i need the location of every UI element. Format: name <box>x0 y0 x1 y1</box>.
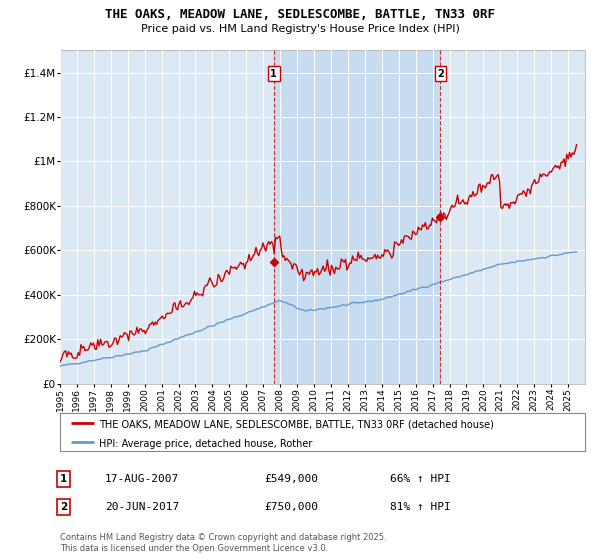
Text: £750,000: £750,000 <box>264 502 318 512</box>
Text: £549,000: £549,000 <box>264 474 318 484</box>
Text: 2: 2 <box>60 502 67 512</box>
Text: HPI: Average price, detached house, Rother: HPI: Average price, detached house, Roth… <box>100 439 313 449</box>
Text: 66% ↑ HPI: 66% ↑ HPI <box>390 474 451 484</box>
Text: 81% ↑ HPI: 81% ↑ HPI <box>390 502 451 512</box>
Text: THE OAKS, MEADOW LANE, SEDLESCOMBE, BATTLE, TN33 0RF (detached house): THE OAKS, MEADOW LANE, SEDLESCOMBE, BATT… <box>100 420 494 430</box>
Text: Contains HM Land Registry data © Crown copyright and database right 2025.
This d: Contains HM Land Registry data © Crown c… <box>60 533 386 553</box>
Bar <box>274 50 440 384</box>
Text: Price paid vs. HM Land Registry's House Price Index (HPI): Price paid vs. HM Land Registry's House … <box>140 24 460 34</box>
Text: 20-JUN-2017: 20-JUN-2017 <box>105 502 179 512</box>
Text: 2: 2 <box>437 69 444 79</box>
Text: 1: 1 <box>60 474 67 484</box>
Text: 1: 1 <box>271 69 277 79</box>
Text: 17-AUG-2007: 17-AUG-2007 <box>105 474 179 484</box>
Text: THE OAKS, MEADOW LANE, SEDLESCOMBE, BATTLE, TN33 0RF: THE OAKS, MEADOW LANE, SEDLESCOMBE, BATT… <box>105 8 495 21</box>
